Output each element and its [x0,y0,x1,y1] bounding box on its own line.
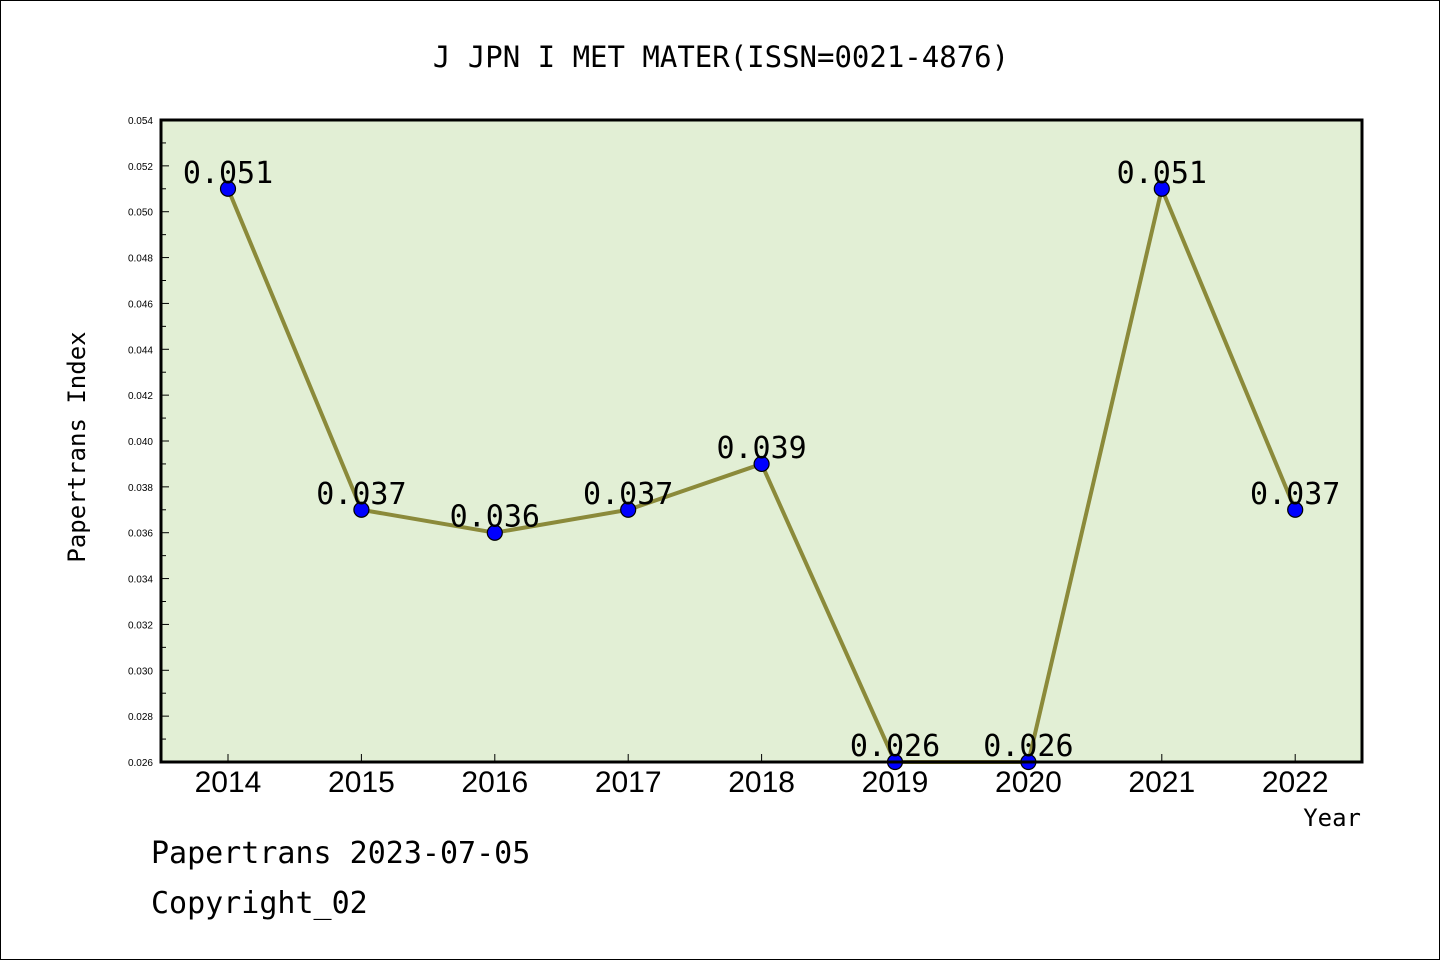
data-point-2018 [753,455,770,473]
y-tick-label: 0.032 [128,620,153,631]
footer-date-line: Papertrans 2023-07-05 [151,836,531,871]
x-tick-label: 2022 [1262,766,1329,799]
y-tick-label: 0.044 [128,345,153,356]
plot-area [161,120,1362,762]
markers-group [219,180,1304,771]
y-tick-label: 0.034 [128,575,153,586]
x-tick-label: 2017 [595,766,662,799]
y-tick-label: 0.038 [128,483,153,494]
data-label-2015: 0.037 [316,477,406,512]
x-tick-label: 2015 [328,766,395,799]
y-tick-label: 0.048 [128,254,153,265]
plot-border [159,118,1364,764]
y-axis-label: Papertrans Index [63,331,91,562]
data-point-2017 [620,501,637,518]
data-label-2020: 0.026 [983,729,1073,764]
data-label-2017: 0.037 [583,477,673,512]
data-label-2014: 0.051 [183,156,273,191]
y-tick-label: 0.054 [128,116,153,127]
data-label-2018: 0.039 [716,431,806,466]
chart-title: J JPN I MET MATER(ISSN=0021-4876) [433,40,1009,74]
y-tick-label: 0.052 [128,162,153,173]
y-tick-label: 0.040 [128,437,153,448]
y-tick-label: 0.042 [128,391,153,402]
x-tick-label: 2016 [461,766,528,799]
x-axis-label: Year [1303,804,1361,832]
footer-copyright: Copyright_02 [151,886,368,921]
y-tick-label: 0.026 [128,758,153,769]
y-tick-label: 0.050 [128,208,153,219]
data-label-2016: 0.036 [450,500,540,535]
data-point-2015 [353,501,370,518]
data-label-2022: 0.037 [1250,477,1340,512]
data-label-2021: 0.051 [1117,156,1207,191]
x-tick-label: 2021 [1128,766,1195,799]
data-point-2014 [219,180,237,197]
data-point-2021 [1153,180,1170,197]
y-tick-label: 0.046 [128,299,153,310]
data-point-2022 [1287,501,1304,518]
x-tick-label: 2020 [995,766,1062,799]
data-point-2016 [486,524,503,541]
x-axis-ticks: 2014 2015 2016 2017 2018 2019 2020 2021 2022 [195,754,1329,799]
y-tick-label: 0.028 [128,712,153,723]
x-tick-label: 2014 [195,766,262,799]
data-label-2019: 0.026 [850,729,940,764]
y-tick-label: 0.030 [128,666,153,677]
y-tick-label: 0.036 [128,529,153,540]
x-tick-label: 2018 [728,766,795,799]
x-tick-label: 2019 [862,766,929,799]
data-labels-group: 0.051 0.037 0.036 0.037 0.039 0.026 0.026 0.051… [183,156,1341,764]
